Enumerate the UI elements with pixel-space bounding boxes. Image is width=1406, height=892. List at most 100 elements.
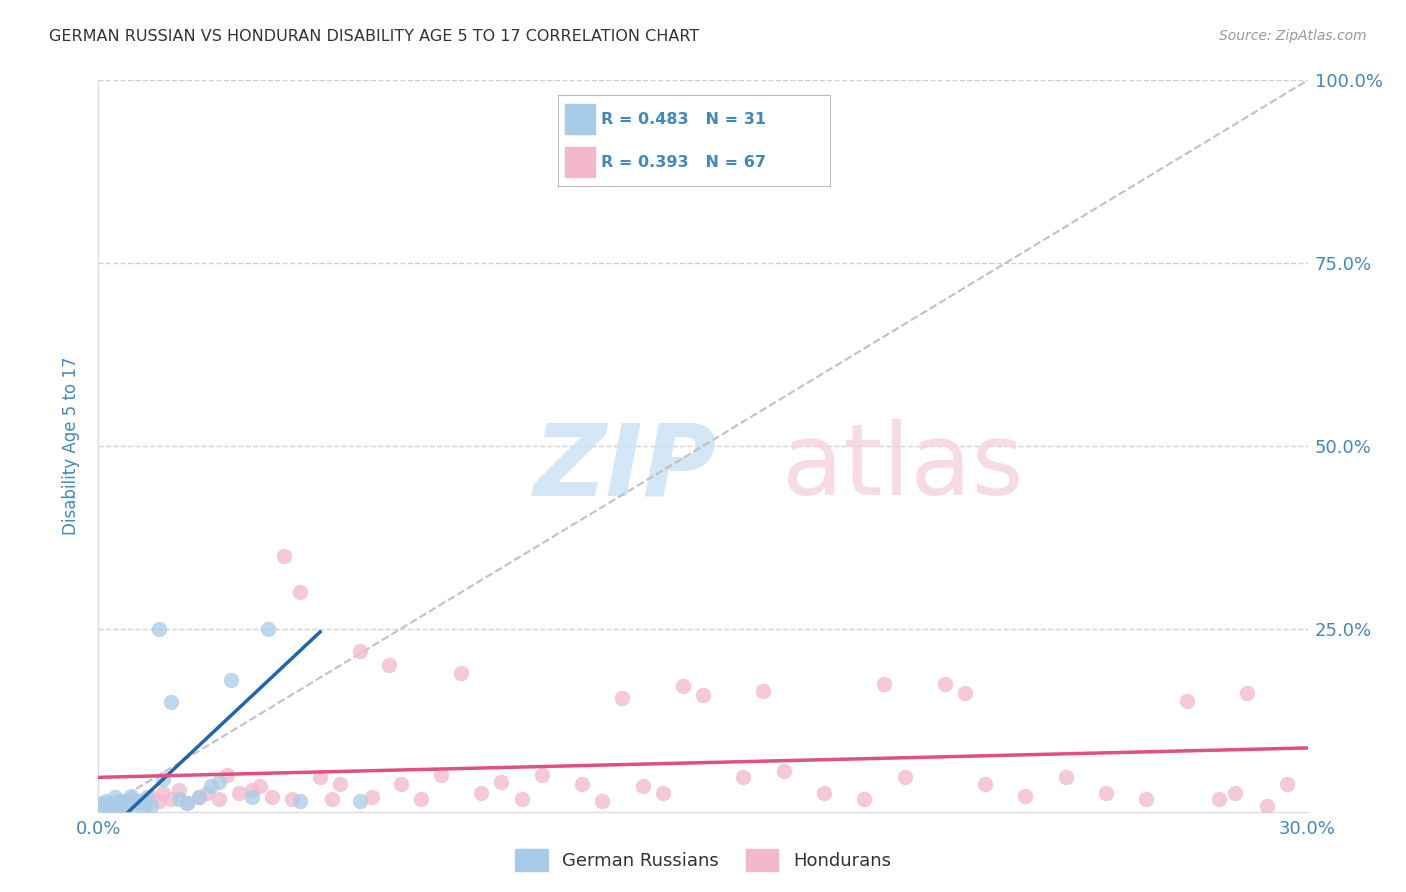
Point bbox=[349, 794, 371, 808]
Point bbox=[273, 549, 295, 563]
Text: ZIP: ZIP bbox=[534, 419, 717, 516]
Point bbox=[873, 676, 896, 690]
Point bbox=[853, 791, 876, 805]
Point bbox=[148, 794, 170, 808]
Point bbox=[120, 789, 142, 803]
Point bbox=[139, 798, 162, 813]
Point bbox=[510, 791, 533, 805]
Point bbox=[100, 801, 122, 815]
Point bbox=[281, 791, 304, 805]
Point bbox=[409, 791, 432, 805]
Point bbox=[107, 794, 129, 808]
Point bbox=[1256, 798, 1278, 813]
Point bbox=[530, 768, 553, 782]
Point bbox=[96, 794, 118, 808]
Point bbox=[100, 797, 122, 812]
Point bbox=[1054, 770, 1077, 784]
Point bbox=[813, 787, 835, 801]
Point bbox=[228, 787, 250, 801]
Point bbox=[1095, 787, 1118, 801]
Point bbox=[91, 797, 114, 812]
Point bbox=[160, 791, 183, 805]
Point bbox=[692, 688, 714, 702]
Point bbox=[733, 770, 755, 784]
Point bbox=[470, 787, 492, 801]
Point bbox=[208, 775, 231, 789]
Point bbox=[893, 770, 915, 784]
Text: GERMAN RUSSIAN VS HONDURAN DISABILITY AGE 5 TO 17 CORRELATION CHART: GERMAN RUSSIAN VS HONDURAN DISABILITY AG… bbox=[49, 29, 699, 44]
Point bbox=[1223, 787, 1246, 801]
Point bbox=[167, 782, 190, 797]
Point bbox=[167, 791, 190, 805]
Point bbox=[692, 110, 714, 124]
Text: Source: ZipAtlas.com: Source: ZipAtlas.com bbox=[1219, 29, 1367, 43]
Point bbox=[1175, 693, 1198, 707]
Point bbox=[135, 797, 157, 812]
Point bbox=[249, 779, 271, 793]
Point bbox=[1208, 791, 1230, 805]
Point bbox=[200, 779, 222, 793]
Point bbox=[111, 798, 134, 813]
Point bbox=[772, 764, 794, 779]
Point bbox=[176, 796, 198, 810]
Point bbox=[115, 798, 138, 813]
Point bbox=[176, 796, 198, 810]
Point bbox=[612, 691, 634, 706]
Point bbox=[103, 796, 125, 810]
Point bbox=[288, 794, 311, 808]
Point bbox=[1135, 791, 1157, 805]
Point bbox=[152, 787, 174, 801]
Point bbox=[389, 777, 412, 791]
Point bbox=[148, 622, 170, 636]
Point bbox=[256, 622, 278, 636]
Point bbox=[1236, 686, 1258, 700]
Point bbox=[631, 779, 654, 793]
Point bbox=[974, 777, 997, 791]
Point bbox=[571, 777, 593, 791]
Point bbox=[934, 676, 956, 690]
Point bbox=[1277, 777, 1299, 791]
Point bbox=[111, 794, 134, 808]
Y-axis label: Disability Age 5 to 17: Disability Age 5 to 17 bbox=[62, 357, 80, 535]
Point bbox=[152, 772, 174, 786]
Point bbox=[91, 796, 114, 810]
Legend: German Russians, Hondurans: German Russians, Hondurans bbox=[508, 842, 898, 879]
Point bbox=[491, 775, 513, 789]
Point bbox=[139, 790, 162, 805]
Point bbox=[120, 791, 142, 805]
Point bbox=[188, 790, 211, 805]
Point bbox=[128, 794, 150, 808]
Point bbox=[430, 768, 453, 782]
Point bbox=[240, 790, 263, 805]
Point bbox=[349, 644, 371, 658]
Point bbox=[135, 790, 157, 805]
Point bbox=[96, 798, 118, 813]
Point bbox=[195, 787, 218, 801]
Point bbox=[221, 673, 243, 687]
Point bbox=[107, 796, 129, 810]
Point bbox=[260, 790, 283, 805]
Point bbox=[1014, 789, 1036, 803]
Point bbox=[377, 658, 399, 673]
Point bbox=[321, 791, 343, 805]
Point bbox=[450, 665, 472, 680]
Point bbox=[591, 794, 613, 808]
Point bbox=[115, 796, 138, 810]
Text: atlas: atlas bbox=[782, 419, 1024, 516]
Point bbox=[309, 770, 332, 784]
Point bbox=[361, 790, 384, 805]
Point bbox=[217, 768, 239, 782]
Point bbox=[188, 790, 211, 805]
Point bbox=[132, 801, 155, 815]
Point bbox=[103, 790, 125, 805]
Point bbox=[651, 787, 673, 801]
Point bbox=[240, 782, 263, 797]
Point bbox=[160, 695, 183, 709]
Point bbox=[128, 794, 150, 808]
Point bbox=[752, 684, 775, 698]
Point bbox=[107, 798, 129, 813]
Point bbox=[329, 777, 352, 791]
Point bbox=[100, 797, 122, 812]
Point bbox=[672, 679, 695, 693]
Point bbox=[96, 798, 118, 813]
